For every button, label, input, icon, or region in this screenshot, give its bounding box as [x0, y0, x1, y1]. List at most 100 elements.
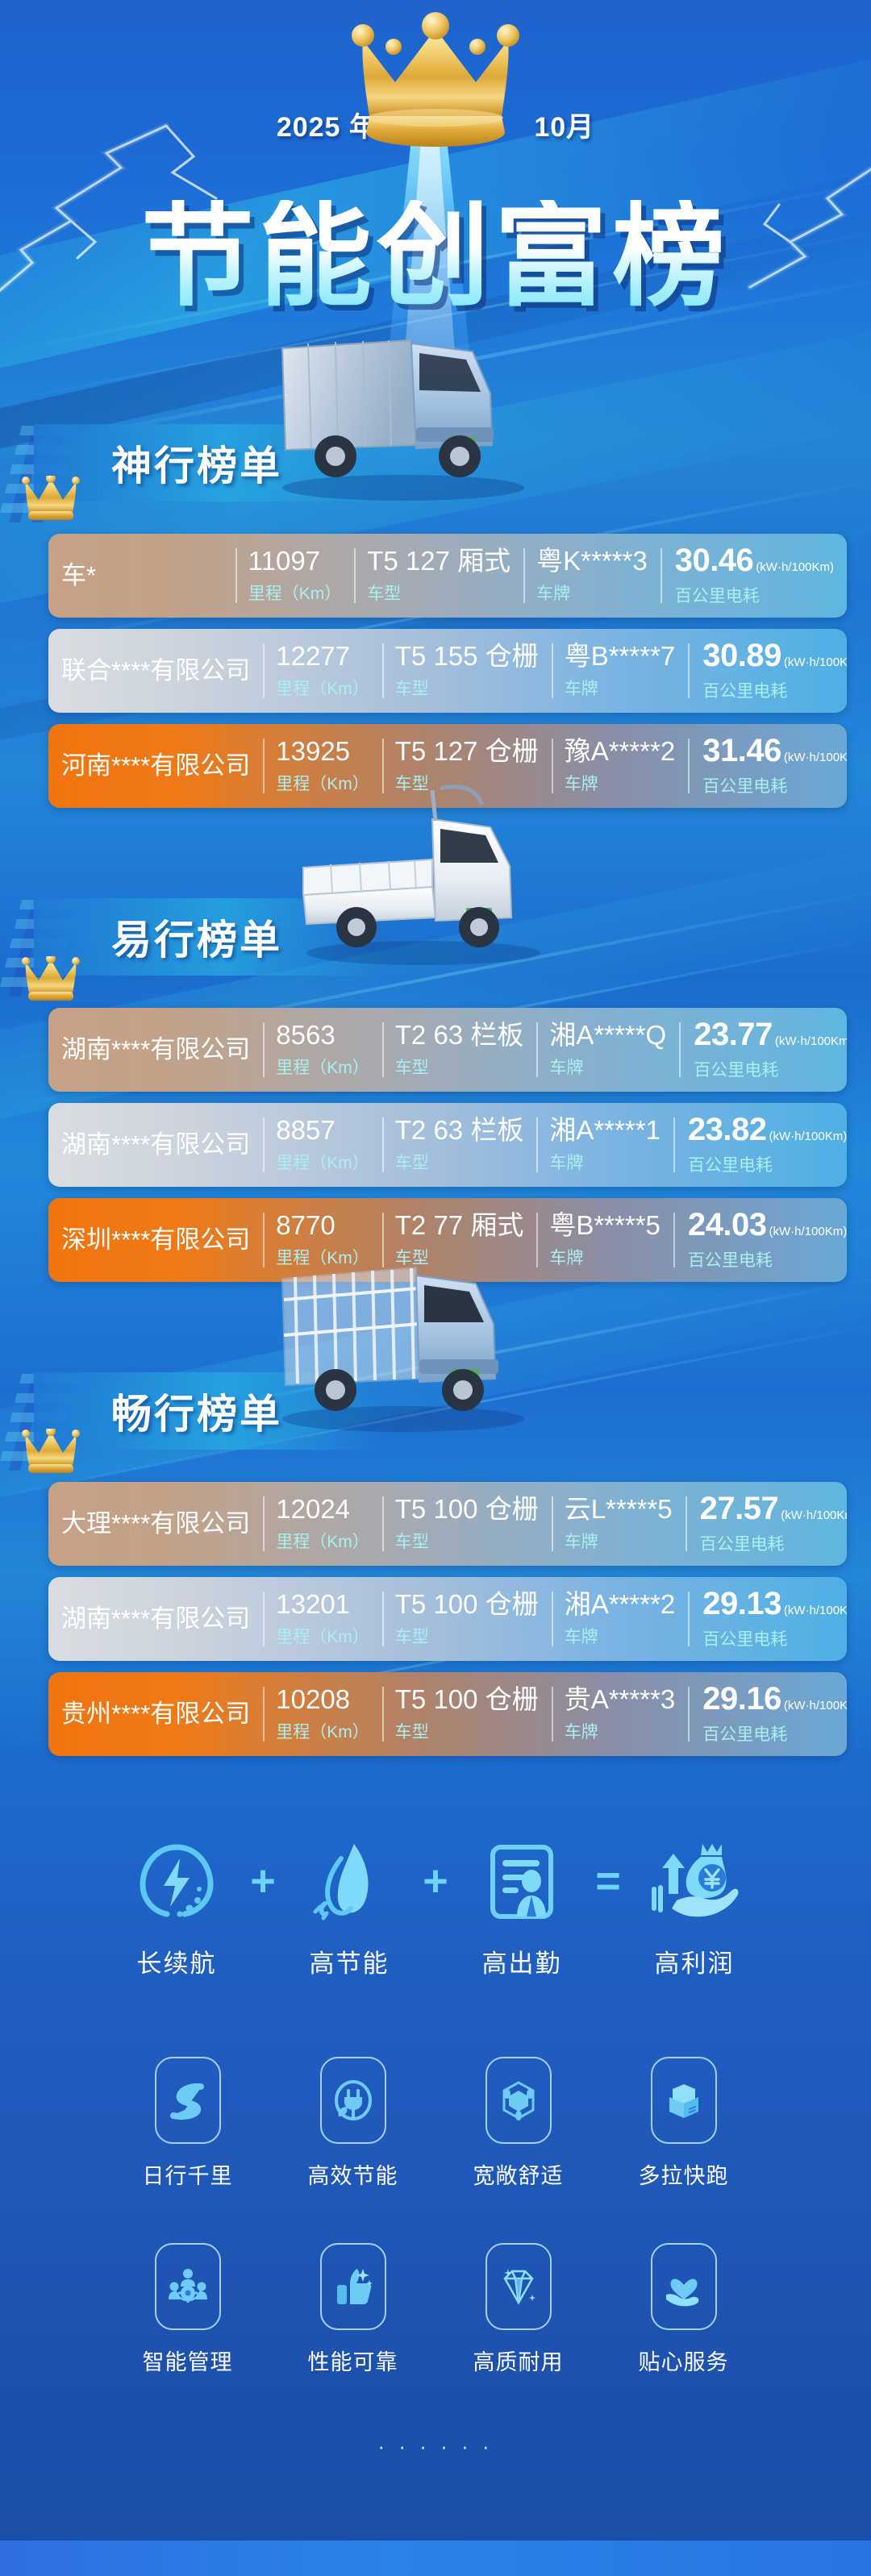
- cell-company: 车*: [48, 534, 235, 618]
- cell-power: 30.46 (kW·h/100Km) 百公里电耗: [660, 534, 847, 618]
- section-header: 畅行榜单: [0, 1266, 855, 1482]
- cell-mileage: 12024 里程（Km）: [263, 1482, 382, 1566]
- table-row[interactable]: 大理****有限公司 12024 里程（Km） T5 100 仓栅 车型 云L*…: [48, 1482, 847, 1566]
- money-bag-hand-icon: [652, 1844, 739, 1917]
- ranking-rows: 湖南****有限公司 8563 里程（Km） T2 63 栏板 车型 湘A***…: [16, 1008, 855, 1282]
- cell-plate: 湘A*****2 车牌: [551, 1577, 689, 1661]
- feature-item[interactable]: 多拉快跑: [601, 2057, 766, 2190]
- table-row[interactable]: 河南****有限公司 13925 里程（Km） T5 127 仓栅 车型 豫A*…: [48, 724, 847, 808]
- feature-label: 高质耐用: [473, 2350, 564, 2374]
- equals-operator-icon: =: [595, 1857, 621, 1905]
- cell-mileage: 13925 里程（Km）: [263, 724, 382, 808]
- feature-item[interactable]: 宽敞舒适: [436, 2057, 601, 2190]
- section-title: 易行榜单: [111, 918, 282, 963]
- feature-label: 宽敞舒适: [473, 2164, 564, 2188]
- mileage-label: 里程（Km）: [276, 1533, 369, 1552]
- cell-plate: 粤B*****7 车牌: [551, 629, 689, 713]
- cell-model: T2 63 栏板 车型: [381, 1103, 537, 1187]
- cell-company: 湖南****有限公司: [48, 1103, 263, 1187]
- section-badge: 神行榜单: [34, 424, 381, 501]
- feature-item[interactable]: 日行千里: [105, 2057, 270, 2190]
- mileage-label: 里程（Km）: [276, 1154, 369, 1173]
- cell-mileage: 12277 里程（Km）: [263, 629, 382, 713]
- cell-mileage: 8563 里程（Km）: [263, 1008, 382, 1092]
- feature-item[interactable]: 智能管理: [105, 2243, 270, 2376]
- feature-item[interactable]: 性能可靠: [270, 2243, 436, 2376]
- formula-item-attendance: 高出勤: [457, 1837, 586, 1979]
- table-row[interactable]: 湖南****有限公司 13201 里程（Km） T5 100 仓栅 车型 湘A*…: [48, 1577, 847, 1661]
- crown-icon: [352, 12, 519, 147]
- stake-truck-icon: [281, 1266, 524, 1432]
- open-box-icon: [669, 2084, 698, 2118]
- cell-company: 湖南****有限公司: [48, 1577, 263, 1661]
- model-value: T5 100 仓栅: [394, 1493, 539, 1524]
- power-label: 百公里电耗: [674, 587, 760, 606]
- table-row[interactable]: 贵州****有限公司 10208 里程（Km） T5 100 仓栅 车型 贵A*…: [48, 1672, 847, 1756]
- table-row[interactable]: 湖南****有限公司 8857 里程（Km） T2 63 栏板 车型 湘A***…: [48, 1103, 847, 1187]
- plate-value: 豫A*****2: [564, 735, 676, 766]
- plate-label: 车牌: [564, 1533, 598, 1552]
- mileage-label: 里程（Km）: [276, 1059, 369, 1078]
- formula-label: 长续航: [136, 1950, 217, 1978]
- feature-label: 高效节能: [307, 2164, 398, 2188]
- cell-power: 31.46 (kW·h/100Km) 百公里电耗: [688, 724, 847, 808]
- cell-model: T5 100 仓栅 车型: [381, 1482, 552, 1566]
- month-label: 10月: [534, 112, 595, 143]
- section-header: 易行榜单: [0, 784, 855, 1008]
- power-label: 百公里电耗: [687, 1156, 773, 1175]
- box-truck-icon: [281, 339, 524, 501]
- power-unit: (kW·h/100Km): [783, 655, 847, 669]
- plate-label: 车牌: [549, 1154, 584, 1173]
- value-formula: 长续航 + 高节能 +: [0, 1837, 871, 1979]
- cell-plate: 云L*****5 车牌: [551, 1482, 686, 1566]
- formula-label: 高利润: [654, 1950, 735, 1978]
- power-value: 30.89: [702, 638, 781, 673]
- power-label: 百公里电耗: [702, 682, 788, 701]
- power-label: 百公里电耗: [694, 1061, 779, 1080]
- table-row[interactable]: 车* 11097 里程（Km） T5 127 厢式 车型 粤K*****3 车牌…: [48, 534, 847, 618]
- feature-item[interactable]: 贴心服务: [601, 2243, 766, 2376]
- power-value: 31.46: [702, 733, 781, 768]
- section-title: 神行榜单: [111, 443, 282, 489]
- power-label: 百公里电耗: [699, 1535, 785, 1554]
- model-value: T5 100 仓栅: [394, 1683, 539, 1714]
- feature-item[interactable]: 高效节能: [270, 2057, 436, 2190]
- cell-model: T5 155 仓栅 车型: [381, 629, 552, 713]
- feature-item[interactable]: 高质耐用: [436, 2243, 601, 2376]
- cell-company: 深圳****有限公司: [48, 1198, 263, 1282]
- feature-label: 多拉快跑: [638, 2164, 729, 2188]
- plate-label: 车牌: [549, 1059, 584, 1078]
- cell-company: 湖南****有限公司: [48, 1008, 263, 1092]
- mileage-label: 里程（Km）: [276, 680, 369, 699]
- table-row[interactable]: 深圳****有限公司 8770 里程（Km） T2 77 厢式 车型 粤B***…: [48, 1198, 847, 1282]
- cube-node-icon: [502, 2081, 534, 2120]
- plate-value: 湘A*****Q: [549, 1019, 667, 1050]
- cell-model: T2 77 厢式 车型: [381, 1198, 537, 1282]
- cell-power: 30.89 (kW·h/100Km) 百公里电耗: [688, 629, 847, 713]
- table-row[interactable]: 联合****有限公司 12277 里程（Km） T5 155 仓栅 车型 粤B*…: [48, 629, 847, 713]
- power-value: 30.46: [674, 543, 754, 578]
- cell-power: 24.03 (kW·h/100Km) 百公里电耗: [673, 1198, 847, 1282]
- mileage-value: 13925: [276, 735, 351, 766]
- model-value: T5 127 厢式: [367, 545, 511, 576]
- feature-label: 贴心服务: [638, 2350, 729, 2374]
- feature-label: 智能管理: [142, 2350, 233, 2374]
- plate-value: 粤B*****7: [564, 640, 676, 671]
- ranking-rows: 大理****有限公司 12024 里程（Km） T5 100 仓栅 车型 云L*…: [16, 1482, 855, 1756]
- cell-model: T5 127 仓栅 车型: [381, 724, 552, 808]
- cell-plate: 湘A*****Q 车牌: [536, 1008, 679, 1092]
- mileage-value: 13201: [276, 1588, 351, 1619]
- cell-company: 河南****有限公司: [48, 724, 263, 808]
- plate-label: 车牌: [549, 1249, 584, 1268]
- model-value: T5 155 仓栅: [394, 640, 539, 671]
- cell-mileage: 10208 里程（Km）: [263, 1672, 382, 1756]
- power-unit: (kW·h/100Km): [781, 1509, 847, 1522]
- bottom-bar: [0, 2541, 871, 2576]
- cell-power: 23.82 (kW·h/100Km) 百公里电耗: [673, 1103, 847, 1187]
- cell-plate: 湘A*****1 车牌: [536, 1103, 673, 1187]
- plate-value: 湘A*****2: [564, 1588, 676, 1619]
- plate-value: 粤K*****3: [536, 545, 648, 576]
- ellipsis-text: · · · · · ·: [377, 2434, 494, 2458]
- formula-item-profit: 高利润: [630, 1837, 759, 1979]
- table-row[interactable]: 湖南****有限公司 8563 里程（Km） T2 63 栏板 车型 湘A***…: [48, 1008, 847, 1092]
